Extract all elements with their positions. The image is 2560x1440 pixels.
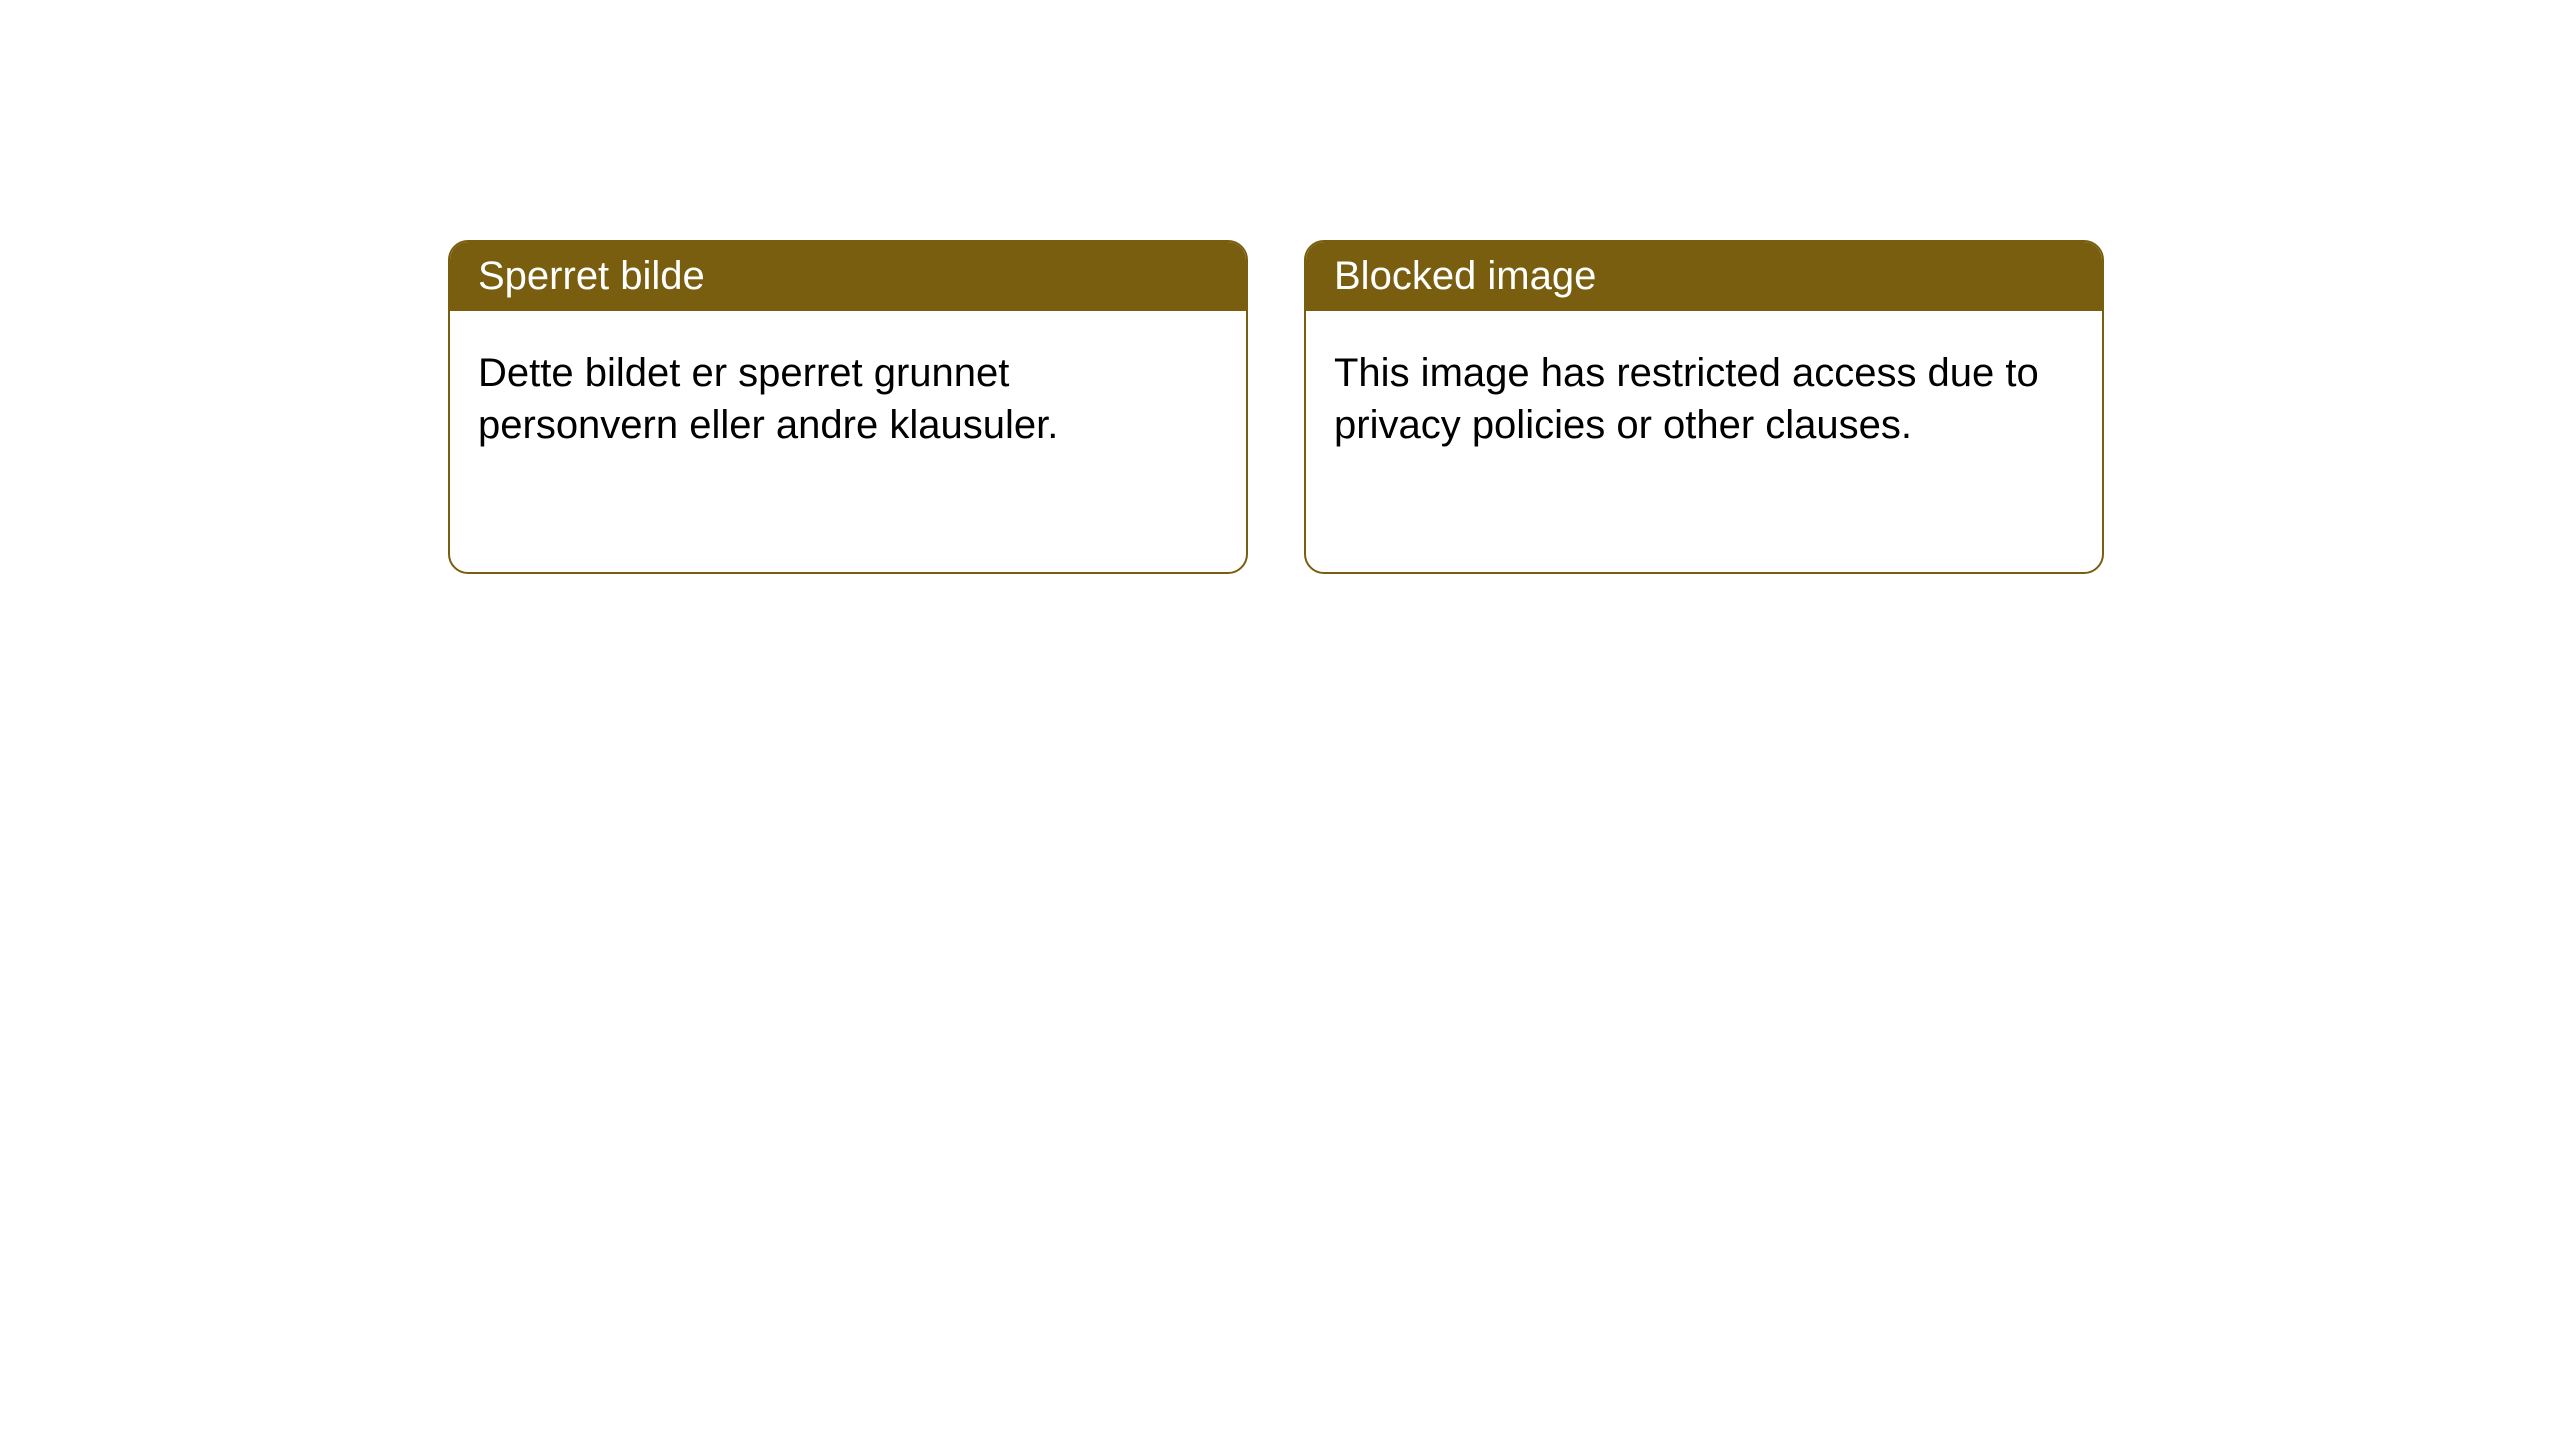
notice-card-en: Blocked image This image has restricted …	[1304, 240, 2104, 574]
notice-title-en: Blocked image	[1334, 254, 1596, 298]
notice-header-en: Blocked image	[1306, 242, 2102, 311]
notice-text-no: Dette bildet er sperret grunnet personve…	[478, 351, 1058, 447]
notice-title-no: Sperret bilde	[478, 254, 705, 298]
notice-container: Sperret bilde Dette bildet er sperret gr…	[448, 240, 2104, 574]
notice-card-no: Sperret bilde Dette bildet er sperret gr…	[448, 240, 1248, 574]
notice-body-en: This image has restricted access due to …	[1306, 311, 2102, 487]
notice-text-en: This image has restricted access due to …	[1334, 351, 2039, 447]
notice-header-no: Sperret bilde	[450, 242, 1246, 311]
notice-body-no: Dette bildet er sperret grunnet personve…	[450, 311, 1246, 487]
